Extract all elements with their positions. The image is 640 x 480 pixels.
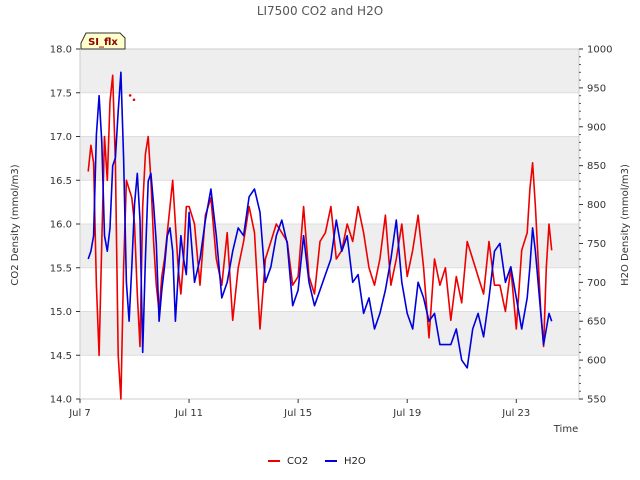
legend: CO2 H2O (268, 456, 366, 467)
y2-tick-label-8: 950 (587, 83, 606, 94)
y2-tick-label-5: 800 (587, 200, 606, 211)
y2-axis-title: H2O Density (mmol/m3) (620, 164, 631, 286)
axes: 14.0 14.5 15.0 15.5 16.0 16.5 17.0 17.5 18.0 550 6… (50, 45, 613, 420)
y-tick-label-1: 14.5 (50, 351, 72, 362)
series-line-co2 (87, 74, 553, 400)
band-0 (80, 49, 579, 93)
y2-tick-label-6: 850 (587, 161, 606, 172)
x-axis-title: Time (553, 424, 578, 435)
series-dot-co2-0 (128, 94, 132, 97)
y-tick-label-5: 16.5 (50, 176, 72, 187)
y2-tick-label-7: 900 (587, 122, 606, 133)
series-dot-co2-1 (132, 98, 136, 102)
series-lines (87, 71, 553, 400)
y-tick-label-6: 17.0 (50, 132, 72, 143)
y-tick-label-2: 15.0 (50, 307, 72, 318)
y2-tick-label-0: 550 (587, 395, 606, 406)
y2-tick-label-4: 750 (587, 239, 606, 250)
legend-label-h2o: H2O (344, 456, 366, 467)
y-tick-label-7: 17.5 (50, 88, 72, 99)
x-tick-label-4: Jul 23 (501, 408, 530, 419)
site-badge: SI_flx (80, 32, 126, 50)
y2-tick-label-1: 600 (587, 356, 606, 367)
x-tick-label-2: Jul 15 (283, 408, 312, 419)
band-2 (80, 224, 579, 268)
x-tick-label-1: Jul 11 (174, 408, 203, 419)
y-tick-label-3: 15.5 (50, 263, 72, 274)
y-tick-label-0: 14.0 (50, 395, 72, 406)
chart-title: LI7500 CO2 and H2O (257, 4, 383, 18)
y2-tick-label-3: 700 (587, 278, 606, 289)
y2-tick-label-9: 1000 (587, 45, 612, 56)
badge-label: SI_flx (88, 37, 118, 48)
y-tick-label-4: 16.0 (50, 220, 72, 231)
y-axis-title: CO2 Density (mmol/m3) (10, 164, 21, 285)
x-tick-label-0: Jul 7 (68, 408, 91, 419)
band-1 (80, 136, 579, 181)
series-line-h2o (87, 71, 553, 369)
x-tick-label-3: Jul 19 (392, 408, 421, 419)
y-tick-label-8: 18.0 (50, 45, 72, 56)
badge-shape (80, 32, 126, 50)
legend-label-co2: CO2 (287, 456, 308, 467)
y2-tick-label-2: 650 (587, 317, 606, 328)
band-3 (80, 311, 579, 356)
